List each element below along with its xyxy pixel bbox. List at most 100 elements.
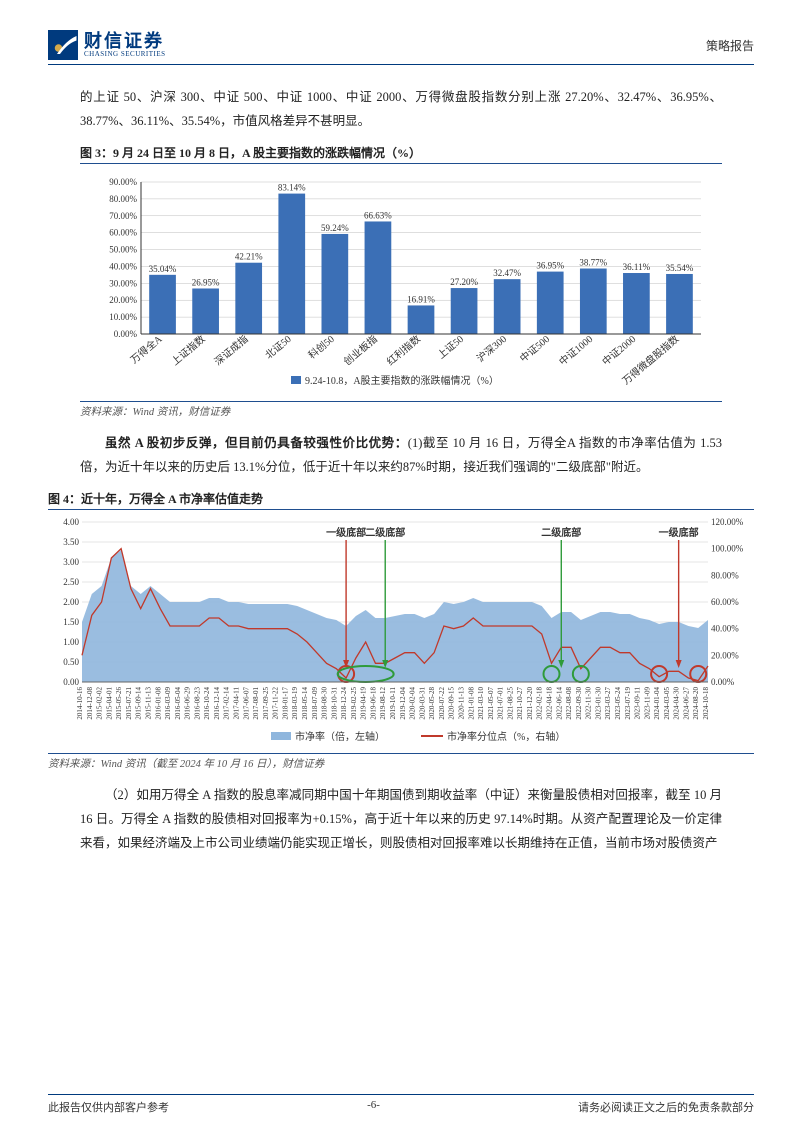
svg-text:2017-08-01: 2017-08-01 xyxy=(252,686,260,719)
paragraph-3: （2）如用万得全 A 指数的股息率减同期中国十年期国债到期收益率（中证）来衡量股… xyxy=(80,783,722,856)
svg-text:2016-08-23: 2016-08-23 xyxy=(193,686,201,719)
svg-text:40.00%: 40.00% xyxy=(711,623,739,633)
paragraph-2: 虽然 A 股初步反弹，但目前仍具备较强性价比优势：(1)截至 10 月 16 日… xyxy=(80,431,722,480)
figure4-chart: 0.000.501.001.502.002.503.003.504.000.00… xyxy=(48,516,754,746)
svg-text:2015-04-01: 2015-04-01 xyxy=(105,686,113,719)
svg-text:2016-05-04: 2016-05-04 xyxy=(174,686,182,719)
svg-text:2019-02-25: 2019-02-25 xyxy=(350,686,358,719)
svg-text:2015-07-21: 2015-07-21 xyxy=(125,686,133,719)
svg-text:沪深300: 沪深300 xyxy=(474,332,509,364)
svg-text:二级底部: 二级底部 xyxy=(541,526,581,539)
svg-text:3.50: 3.50 xyxy=(63,537,79,547)
svg-text:2017-04-11: 2017-04-11 xyxy=(233,686,241,719)
svg-text:2022-02-18: 2022-02-18 xyxy=(536,686,544,719)
footer-page-num: -6- xyxy=(367,1099,380,1115)
svg-text:32.47%: 32.47% xyxy=(493,268,521,278)
svg-text:2021-08-25: 2021-08-25 xyxy=(506,686,514,719)
svg-text:中证1000: 中证1000 xyxy=(556,332,595,368)
page-header: 财信证券 CHASING SECURITIES 策略报告 xyxy=(48,30,754,65)
svg-text:38.77%: 38.77% xyxy=(579,257,607,267)
svg-text:2019-06-18: 2019-06-18 xyxy=(369,686,377,719)
svg-text:2016-12-14: 2016-12-14 xyxy=(213,686,221,719)
svg-text:创业板指: 创业板指 xyxy=(341,332,380,368)
page-footer: 此报告仅供内部客户参考 -6- 请务必阅读正文之后的免责条款部分 xyxy=(48,1094,754,1115)
svg-text:2024-06-27: 2024-06-27 xyxy=(682,686,690,719)
svg-text:80.00%: 80.00% xyxy=(109,194,137,204)
svg-text:2016-10-24: 2016-10-24 xyxy=(203,686,211,719)
svg-text:2014-12-08: 2014-12-08 xyxy=(86,686,94,719)
figure4-container: 0.000.501.001.502.002.503.003.504.000.00… xyxy=(48,509,754,754)
paragraph-1: 的上证 50、沪深 300、中证 500、中证 1000、中证 2000、万得微… xyxy=(80,85,722,134)
logo-cn-text: 财信证券 xyxy=(84,32,166,51)
svg-text:2023-03-27: 2023-03-27 xyxy=(604,686,612,719)
svg-text:4.00: 4.00 xyxy=(63,517,79,527)
svg-text:2020-05-28: 2020-05-28 xyxy=(428,686,436,719)
svg-text:2021-01-08: 2021-01-08 xyxy=(467,686,475,719)
svg-text:2023-11-09: 2023-11-09 xyxy=(643,686,651,719)
svg-text:2019-10-11: 2019-10-11 xyxy=(389,686,397,719)
svg-text:100.00%: 100.00% xyxy=(711,543,744,553)
svg-text:2023-01-30: 2023-01-30 xyxy=(594,686,602,719)
svg-text:2023-07-19: 2023-07-19 xyxy=(624,686,632,719)
footer-right: 请务必阅读正文之后的免责条款部分 xyxy=(578,1099,754,1115)
svg-text:2.50: 2.50 xyxy=(63,577,79,587)
svg-text:26.95%: 26.95% xyxy=(192,277,220,287)
svg-text:2020-03-31: 2020-03-31 xyxy=(418,686,426,719)
svg-text:9.24-10.8，A股主要指数的涨跌幅情况（%）: 9.24-10.8，A股主要指数的涨跌幅情况（%） xyxy=(305,374,499,387)
svg-text:2019-12-04: 2019-12-04 xyxy=(399,686,407,719)
svg-text:2017-06-07: 2017-06-07 xyxy=(242,686,250,719)
svg-text:2021-07-01: 2021-07-01 xyxy=(497,686,505,719)
figure4-title: 图 4：近十年，万得全 A 市净率估值走势 xyxy=(48,490,754,507)
svg-text:80.00%: 80.00% xyxy=(711,570,739,580)
svg-text:2023-09-11: 2023-09-11 xyxy=(634,686,642,719)
svg-text:60.00%: 60.00% xyxy=(711,597,739,607)
figure3-chart: 0.00%10.00%20.00%30.00%40.00%50.00%60.00… xyxy=(86,172,716,392)
svg-text:35.54%: 35.54% xyxy=(666,263,694,273)
svg-text:2020-09-15: 2020-09-15 xyxy=(448,686,456,719)
svg-text:中证500: 中证500 xyxy=(517,332,552,364)
svg-text:2015-11-13: 2015-11-13 xyxy=(144,686,152,719)
svg-text:2019-04-19: 2019-04-19 xyxy=(360,686,368,719)
svg-text:2016-03-09: 2016-03-09 xyxy=(164,686,172,719)
footer-left: 此报告仅供内部客户参考 xyxy=(48,1099,169,1115)
svg-text:2018-12-24: 2018-12-24 xyxy=(340,686,348,719)
svg-text:2024-10-18: 2024-10-18 xyxy=(702,686,710,719)
svg-text:2018-08-30: 2018-08-30 xyxy=(321,686,329,719)
svg-text:科创50: 科创50 xyxy=(305,332,336,361)
svg-text:27.20%: 27.20% xyxy=(450,277,478,287)
svg-text:36.95%: 36.95% xyxy=(536,260,564,270)
svg-text:10.00%: 10.00% xyxy=(109,312,137,322)
svg-text:2016-01-08: 2016-01-08 xyxy=(154,686,162,719)
svg-text:一级底部: 一级底部 xyxy=(659,526,699,539)
svg-text:二级底部: 二级底部 xyxy=(365,526,405,539)
svg-text:2021-05-07: 2021-05-07 xyxy=(487,686,495,719)
svg-text:0.00%: 0.00% xyxy=(114,329,138,339)
svg-text:2022-11-30: 2022-11-30 xyxy=(585,686,593,719)
figure3-title: 图 3：9 月 24 日至 10 月 8 日，A 股主要指数的涨跌幅情况（%） xyxy=(80,144,754,161)
svg-text:120.00%: 120.00% xyxy=(711,517,744,527)
svg-text:2022-04-18: 2022-04-18 xyxy=(546,686,554,719)
doc-type-label: 策略报告 xyxy=(706,37,754,54)
svg-text:2024-04-30: 2024-04-30 xyxy=(673,686,681,719)
svg-text:2016-06-29: 2016-06-29 xyxy=(184,686,192,719)
svg-text:42.21%: 42.21% xyxy=(235,251,263,261)
figure4-source: 资料来源：Wind 资讯（截至 2024 年 10 月 16 日），财信证券 xyxy=(48,756,754,771)
svg-text:60.00%: 60.00% xyxy=(109,227,137,237)
svg-text:59.24%: 59.24% xyxy=(321,223,349,233)
svg-text:0.50: 0.50 xyxy=(63,657,79,667)
svg-text:2017-02-14: 2017-02-14 xyxy=(223,686,231,719)
svg-text:70.00%: 70.00% xyxy=(109,211,137,221)
svg-text:2018-03-19: 2018-03-19 xyxy=(291,686,299,719)
svg-text:16.91%: 16.91% xyxy=(407,294,435,304)
svg-text:2021-12-20: 2021-12-20 xyxy=(526,686,534,719)
svg-text:50.00%: 50.00% xyxy=(109,244,137,254)
svg-text:2024-01-04: 2024-01-04 xyxy=(653,686,661,719)
svg-text:2024-03-05: 2024-03-05 xyxy=(663,686,671,719)
svg-text:20.00%: 20.00% xyxy=(109,295,137,305)
svg-text:1.50: 1.50 xyxy=(63,617,79,627)
svg-text:2015-02-02: 2015-02-02 xyxy=(96,686,104,719)
svg-text:上证50: 上证50 xyxy=(435,333,466,361)
svg-text:2021-10-27: 2021-10-27 xyxy=(516,686,524,719)
svg-text:2022-09-30: 2022-09-30 xyxy=(575,686,583,719)
svg-text:2015-05-26: 2015-05-26 xyxy=(115,686,123,719)
